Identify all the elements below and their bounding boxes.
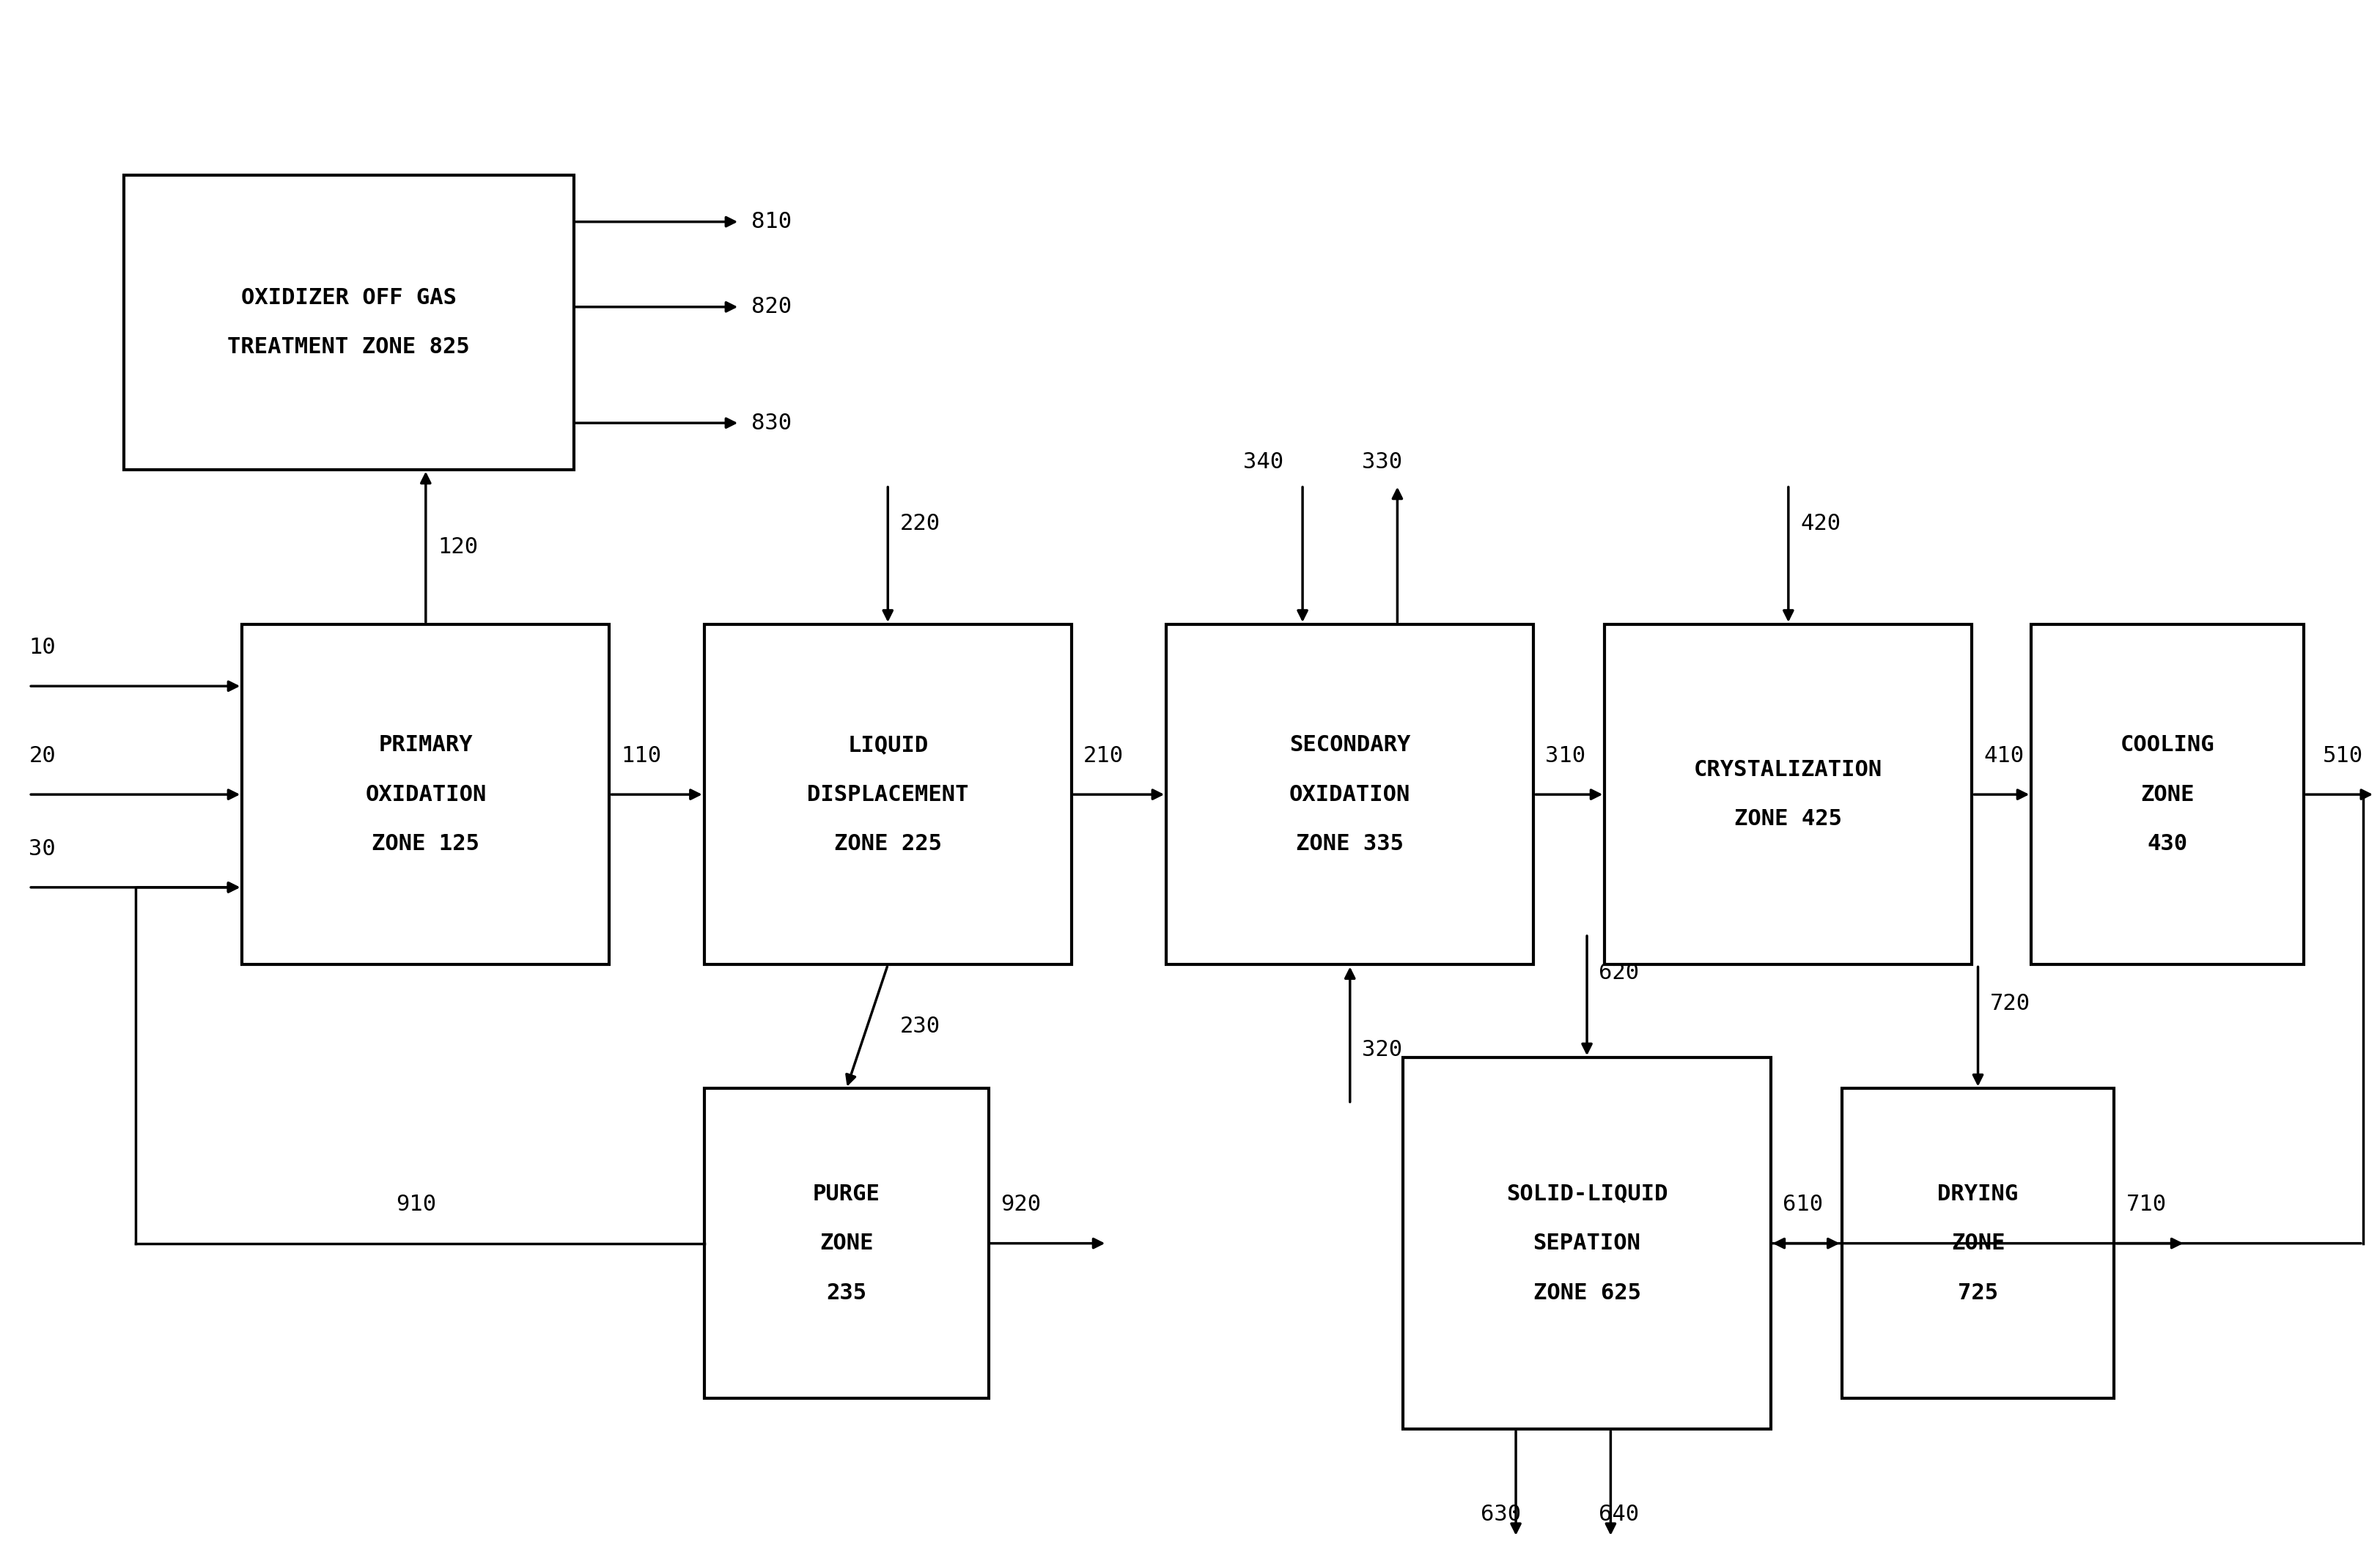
Bar (704, 625, 1071, 964)
Bar (1604, 625, 1973, 964)
Text: SOLID-LIQUID: SOLID-LIQUID (1507, 1183, 1668, 1204)
Text: DRYING: DRYING (1937, 1183, 2018, 1204)
Text: TREATMENT ZONE 825: TREATMENT ZONE 825 (228, 337, 469, 358)
Bar (124, 176, 574, 469)
Text: 420: 420 (1799, 513, 1840, 534)
Text: 20: 20 (29, 745, 55, 767)
Text: ZONE 625: ZONE 625 (1533, 1282, 1640, 1304)
Bar (2030, 625, 2304, 964)
Bar (704, 1089, 988, 1398)
Text: 120: 120 (438, 536, 478, 558)
Text: 10: 10 (29, 637, 55, 657)
Text: 320: 320 (1361, 1039, 1402, 1061)
Text: CRYSTALIZATION: CRYSTALIZATION (1695, 759, 1883, 781)
Bar (1166, 625, 1533, 964)
Text: DISPLACEMENT: DISPLACEMENT (807, 784, 969, 805)
Text: ZONE: ZONE (819, 1232, 873, 1254)
Text: COOLING: COOLING (2121, 734, 2216, 756)
Text: 610: 610 (1783, 1193, 1823, 1215)
Text: 220: 220 (900, 513, 940, 534)
Text: 620: 620 (1599, 961, 1640, 983)
Text: 510: 510 (2323, 745, 2363, 767)
Text: SEPATION: SEPATION (1533, 1232, 1640, 1254)
Text: 430: 430 (2147, 834, 2187, 855)
Text: 640: 640 (1599, 1503, 1640, 1525)
Text: PURGE: PURGE (812, 1183, 881, 1204)
Text: ZONE: ZONE (1952, 1232, 2004, 1254)
Text: 210: 210 (1083, 745, 1123, 767)
Text: 310: 310 (1545, 745, 1585, 767)
Bar (1404, 1058, 1771, 1429)
Text: ZONE 425: ZONE 425 (1735, 809, 1842, 830)
Text: 725: 725 (1959, 1282, 1999, 1304)
Text: 820: 820 (752, 296, 793, 318)
Text: 110: 110 (621, 745, 662, 767)
Text: 330: 330 (1361, 452, 1402, 472)
Text: OXIDATION: OXIDATION (364, 784, 486, 805)
Text: 235: 235 (826, 1282, 866, 1304)
Text: PRIMARY: PRIMARY (378, 734, 474, 756)
Text: OXIDIZER OFF GAS: OXIDIZER OFF GAS (240, 287, 457, 308)
Text: 710: 710 (2125, 1193, 2166, 1215)
Text: ZONE: ZONE (2140, 784, 2194, 805)
Text: OXIDATION: OXIDATION (1290, 784, 1411, 805)
Text: 30: 30 (29, 838, 55, 860)
Text: 230: 230 (900, 1016, 940, 1038)
Text: 340: 340 (1242, 452, 1283, 472)
Text: 720: 720 (1990, 992, 2030, 1014)
Text: 810: 810 (752, 212, 793, 232)
Text: ZONE 225: ZONE 225 (833, 834, 942, 855)
Text: 630: 630 (1480, 1503, 1521, 1525)
Bar (1842, 1089, 2113, 1398)
Text: 830: 830 (752, 413, 793, 433)
Text: LIQUID: LIQUID (847, 734, 928, 756)
Text: 910: 910 (395, 1193, 436, 1215)
Text: ZONE 125: ZONE 125 (371, 834, 481, 855)
Text: 920: 920 (1000, 1193, 1040, 1215)
Bar (243, 625, 609, 964)
Text: SECONDARY: SECONDARY (1290, 734, 1411, 756)
Text: ZONE 335: ZONE 335 (1297, 834, 1404, 855)
Text: 410: 410 (1985, 745, 2025, 767)
